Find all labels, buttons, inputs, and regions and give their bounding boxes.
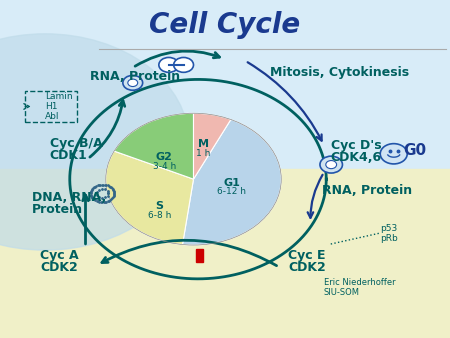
Text: Lamin: Lamin [45, 92, 72, 101]
Wedge shape [106, 151, 194, 244]
Circle shape [380, 144, 407, 164]
Circle shape [123, 75, 143, 90]
Text: G1: G1 [223, 177, 240, 188]
Text: 1 h: 1 h [196, 149, 211, 158]
Text: 6-12 h: 6-12 h [217, 188, 246, 196]
Wedge shape [114, 113, 194, 179]
Text: CDK4,6: CDK4,6 [331, 151, 382, 164]
Text: Cyc A: Cyc A [40, 249, 79, 262]
Text: Cyc D's: Cyc D's [331, 139, 382, 152]
Text: G2: G2 [156, 152, 173, 162]
Text: p53: p53 [380, 224, 397, 233]
Wedge shape [183, 120, 281, 245]
Text: M: M [198, 139, 209, 149]
Text: CDK1: CDK1 [50, 149, 87, 162]
Text: Cyc B/A: Cyc B/A [50, 137, 102, 150]
Text: RNA, Protein: RNA, Protein [322, 185, 412, 197]
Text: DNA, RNA,: DNA, RNA, [32, 191, 106, 204]
Text: SIU-SOM: SIU-SOM [324, 288, 360, 297]
Text: pRb: pRb [380, 234, 398, 243]
Bar [196, 249, 203, 262]
Circle shape [0, 34, 189, 250]
Text: Eric Niederhoffer: Eric Niederhoffer [324, 278, 396, 287]
Text: CDK2: CDK2 [288, 261, 326, 273]
Text: Cell Cycle: Cell Cycle [149, 11, 301, 39]
Text: G0: G0 [403, 143, 426, 158]
Text: 3-4 h: 3-4 h [153, 162, 176, 171]
Text: H1: H1 [45, 102, 58, 111]
Text: 6-8 h: 6-8 h [148, 211, 171, 220]
Text: Cyc E: Cyc E [288, 249, 325, 262]
Text: CDK2: CDK2 [40, 261, 78, 273]
Bar [0, 169, 450, 338]
Text: S: S [156, 201, 164, 211]
Text: Protein: Protein [32, 203, 83, 216]
Wedge shape [194, 113, 231, 179]
Circle shape [320, 156, 342, 173]
Text: Abl: Abl [45, 112, 59, 121]
Circle shape [159, 57, 179, 72]
Circle shape [174, 57, 194, 72]
Circle shape [326, 161, 337, 169]
Bar [0, 0, 450, 169]
Text: Mitosis, Cytokinesis: Mitosis, Cytokinesis [270, 66, 409, 79]
Text: RNA, Protein: RNA, Protein [90, 70, 180, 82]
Circle shape [128, 79, 138, 87]
